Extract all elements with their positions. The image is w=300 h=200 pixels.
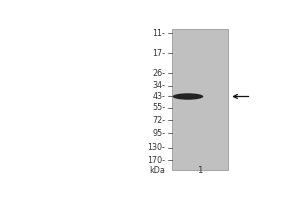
Text: kDa: kDa bbox=[149, 166, 165, 175]
Text: 17-: 17- bbox=[152, 49, 165, 58]
Text: 43-: 43- bbox=[152, 92, 165, 101]
Text: 26-: 26- bbox=[152, 69, 165, 78]
Text: 170-: 170- bbox=[147, 156, 165, 165]
Text: 130-: 130- bbox=[148, 143, 165, 152]
Ellipse shape bbox=[172, 93, 203, 100]
Text: 11-: 11- bbox=[152, 29, 165, 38]
Text: 55-: 55- bbox=[152, 103, 165, 112]
Bar bbox=[172, 29, 228, 170]
Text: 95-: 95- bbox=[152, 129, 165, 138]
Text: 1: 1 bbox=[197, 166, 203, 175]
Text: 72-: 72- bbox=[152, 116, 165, 125]
Text: 34-: 34- bbox=[152, 81, 165, 90]
